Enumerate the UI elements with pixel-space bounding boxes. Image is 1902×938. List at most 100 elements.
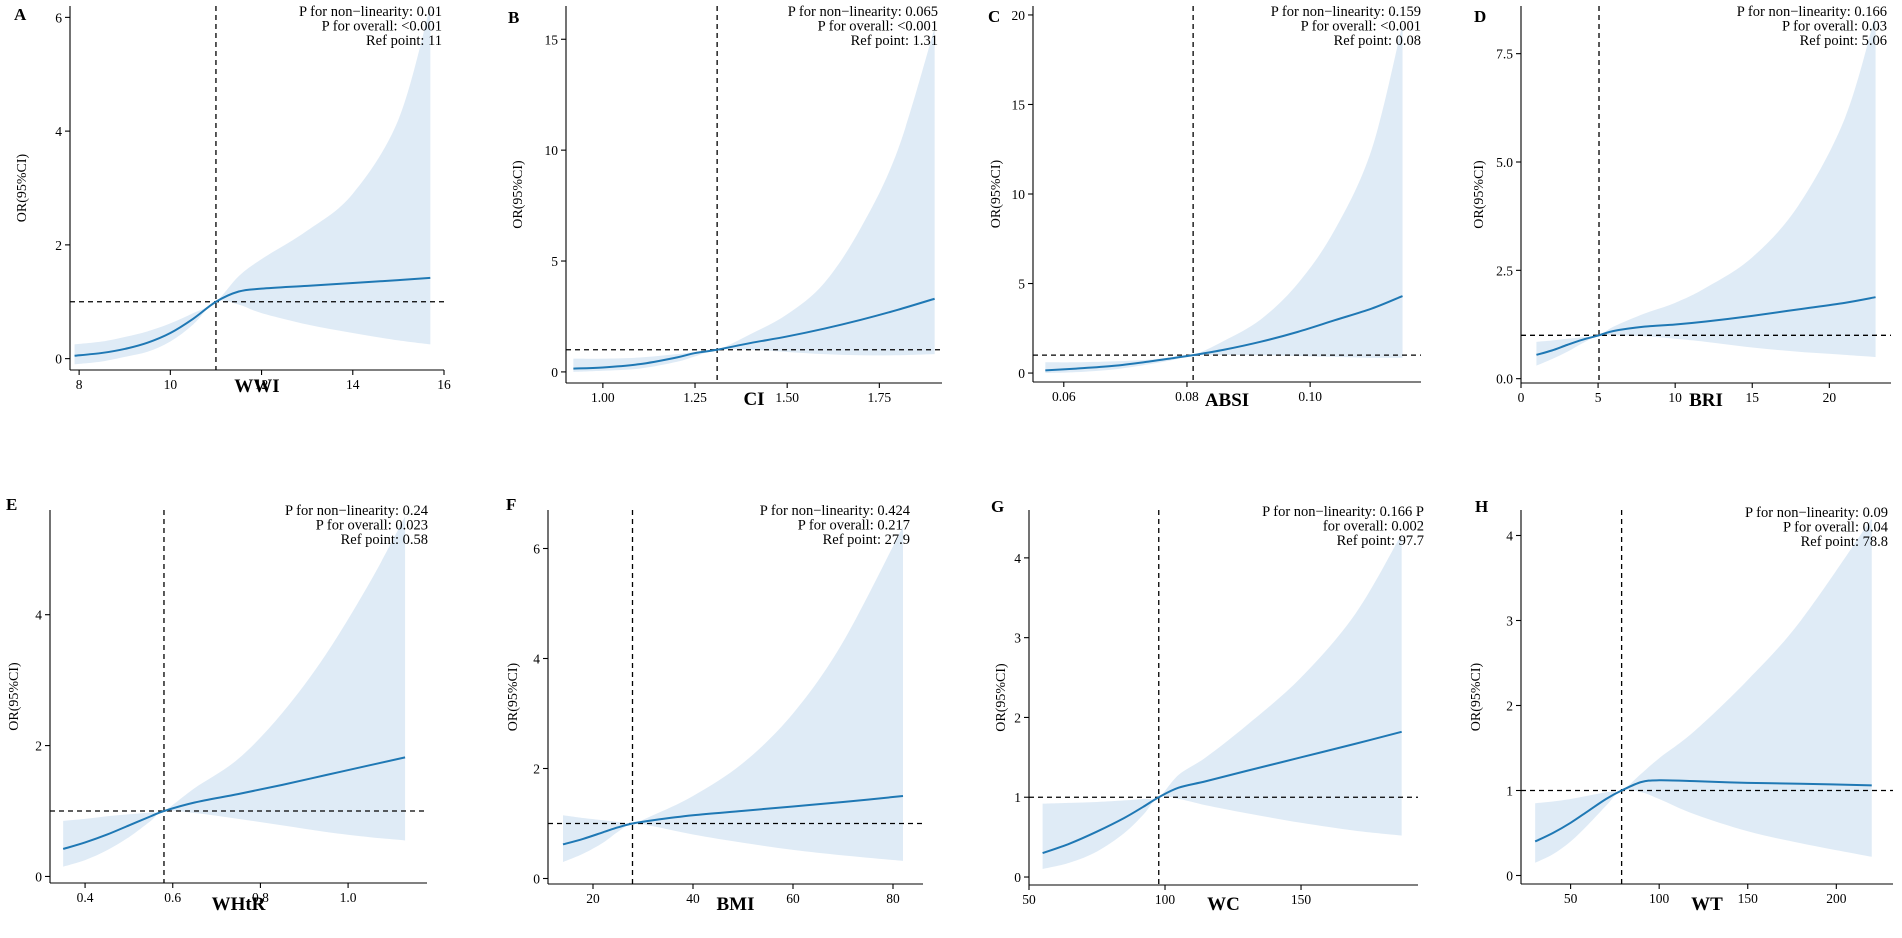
y-axis-title: OR(95%CI)	[1469, 662, 1484, 731]
x-tick-label: 20	[586, 891, 600, 906]
y-axis-title: OR(95%CI)	[994, 663, 1009, 732]
or-curve	[74, 276, 431, 357]
y-tick-label: 2	[55, 238, 62, 253]
ref-point-text: Ref point: 97.7	[1337, 533, 1424, 549]
y-tick-label: 2	[1506, 699, 1513, 714]
y-tick-label: 20	[1012, 8, 1026, 23]
x-axis-title: WC	[1207, 894, 1240, 915]
y-tick-label: 4	[55, 124, 62, 139]
y-tick-label: 15	[1012, 97, 1026, 112]
p-overall-text: P for overall: 0.03	[1782, 19, 1887, 35]
x-tick-label: 1.00	[591, 390, 615, 405]
y-tick-label: 0	[55, 352, 62, 367]
x-tick-label: 0.10	[1298, 389, 1322, 404]
ref-point-text: Ref point: 5.06	[1800, 33, 1887, 49]
panel-c: 0.06 0.08 0.10 0 5 10 15 20 C P for non−linearity…	[988, 4, 1421, 411]
panel-b: 1.00 1.25 1.50 1.75 0 5 10 15 B P for non−lineari…	[508, 4, 942, 410]
y-axis-title: OR(95%CI)	[15, 153, 30, 222]
y-tick-label: 0	[1018, 366, 1025, 381]
y-tick-label: 1	[1506, 784, 1513, 799]
or-curve	[573, 297, 935, 370]
x-tick-label: 50	[1022, 892, 1036, 907]
x-tick-label: 100	[1155, 892, 1176, 907]
y-tick-label: 0.0	[1496, 372, 1513, 387]
or-curve	[1534, 779, 1872, 843]
panel-d: 0 5 10 15 20 0.0 2.5 5.0 7.5 D P for non−linearity…	[1472, 4, 1891, 411]
x-tick-label: 40	[686, 891, 700, 906]
x-tick-label: 80	[886, 891, 900, 906]
y-tick-label: 5	[551, 254, 558, 269]
x-axis-title: BRI	[1689, 390, 1723, 411]
y-tick-label: 4	[533, 652, 540, 667]
y-tick-label: 10	[1012, 187, 1026, 202]
or-curve	[1042, 730, 1402, 855]
x-tick-label: 14	[346, 377, 360, 392]
ref-point-text: Ref point: 27.9	[823, 532, 910, 548]
or-curve	[562, 795, 904, 846]
x-tick-label: 16	[437, 377, 451, 392]
ref-point-text: Ref point: 1.31	[851, 33, 938, 49]
x-axis-title: BMI	[717, 894, 755, 915]
x-tick-label: 150	[1291, 892, 1312, 907]
x-tick-label: 1.50	[775, 390, 799, 405]
y-tick-label: 3	[1506, 614, 1513, 629]
y-tick-label: 0	[1506, 869, 1513, 884]
x-tick-label: 0.4	[77, 890, 94, 905]
y-axis-title: OR(95%CI)	[7, 662, 22, 731]
x-tick-label: 8	[76, 377, 83, 392]
x-tick-label: 1.25	[683, 390, 707, 405]
x-axis-title: WHtR	[212, 894, 266, 915]
panel-h: 50 100 150 200 0 1 2 3 4 H P for non−linearity: 0.…	[1469, 497, 1893, 915]
panel-e: 0.4 0.6 0.8 1.0 0 2 4 E P for non−linearity: 0.2…	[6, 495, 429, 915]
x-tick-label: 15	[1746, 390, 1760, 405]
ci-band	[1045, 23, 1403, 374]
p-nonlinearity-text: P for non−linearity: 0.01	[299, 4, 442, 20]
ref-point-text: Ref point: 0.08	[1334, 33, 1421, 49]
y-axis-title: OR(95%CI)	[989, 159, 1004, 228]
ci-band	[573, 28, 935, 372]
x-tick-label: 10	[1668, 390, 1682, 405]
y-tick-label: 3	[1014, 631, 1021, 646]
or-curve	[62, 756, 406, 850]
x-tick-label: 0	[1518, 390, 1525, 405]
p-nonlinearity-text: P for non−linearity: 0.159	[1271, 4, 1421, 20]
ref-point-text: Ref point: 78.8	[1801, 534, 1888, 550]
x-tick-label: 20	[1823, 390, 1837, 405]
x-tick-label: 0.8	[252, 890, 269, 905]
p-overall-text: P for overall: <0.001	[322, 19, 442, 35]
y-tick-label: 4	[1506, 529, 1513, 544]
panel-letter: B	[508, 8, 519, 27]
x-tick-label: 5	[1595, 390, 1602, 405]
y-axis-title: OR(95%CI)	[511, 160, 526, 229]
y-tick-label: 0	[35, 869, 42, 884]
x-tick-label: 200	[1826, 891, 1847, 906]
x-tick-label: 1.0	[340, 890, 357, 905]
x-tick-label: 150	[1738, 891, 1759, 906]
ci-band	[1042, 533, 1402, 870]
y-tick-label: 6	[55, 10, 62, 25]
x-tick-label: 1.75	[868, 390, 892, 405]
x-tick-label: 10	[164, 377, 178, 392]
y-tick-label: 0	[533, 872, 540, 887]
y-tick-label: 6	[533, 542, 540, 557]
panel-letter: C	[988, 7, 1000, 26]
p-overall-text: P for overall: <0.001	[1301, 19, 1421, 35]
y-tick-label: 5	[1018, 277, 1025, 292]
ci-band	[563, 526, 903, 862]
p-overall-text: P for overall: 0.023	[316, 518, 428, 534]
p-nonlinearity-text: P for non−linearity: 0.24	[285, 503, 429, 519]
y-tick-label: 2	[1014, 710, 1021, 725]
y-axis-title: OR(95%CI)	[506, 662, 521, 731]
y-tick-label: 2	[35, 739, 42, 754]
y-tick-label: 0	[1014, 870, 1021, 885]
y-axis-title: OR(95%CI)	[1472, 160, 1487, 229]
ci-band	[1535, 518, 1872, 863]
ci-band	[63, 516, 406, 867]
panel-g: 50 100 150 0 1 2 3 4 G P for non−linearity: 0.166…	[991, 497, 1424, 915]
p-overall-text: P for overall: 0.04	[1783, 520, 1889, 536]
y-tick-label: 2.5	[1496, 263, 1513, 278]
x-tick-label: 0.08	[1175, 389, 1199, 404]
x-tick-label: 60	[786, 891, 800, 906]
p-nonlinearity-text: P for non−linearity: 0.09	[1745, 505, 1888, 521]
